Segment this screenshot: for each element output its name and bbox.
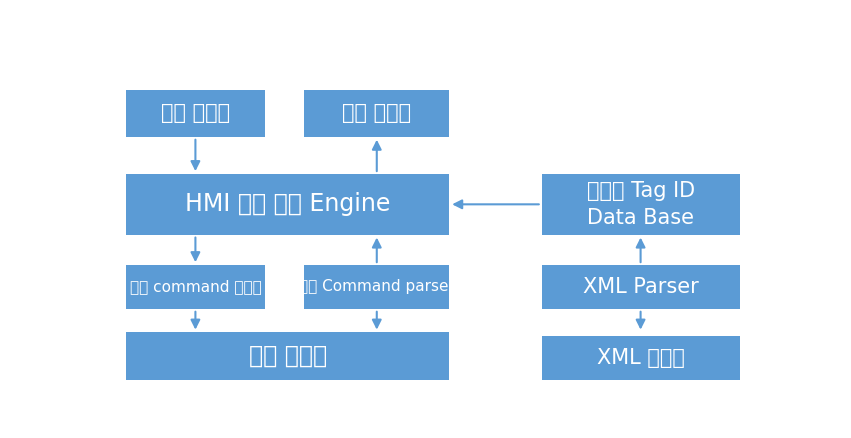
FancyBboxPatch shape xyxy=(541,336,740,380)
FancyBboxPatch shape xyxy=(126,265,265,309)
Text: 실시간 Tag ID
Data Base: 실시간 Tag ID Data Base xyxy=(586,181,694,227)
FancyBboxPatch shape xyxy=(304,265,449,309)
FancyBboxPatch shape xyxy=(541,265,740,309)
FancyArrowPatch shape xyxy=(191,140,199,169)
Text: 입력 command 생성기: 입력 command 생성기 xyxy=(129,279,261,294)
FancyArrowPatch shape xyxy=(373,312,380,327)
FancyArrowPatch shape xyxy=(637,240,644,262)
FancyArrowPatch shape xyxy=(191,312,199,327)
Text: 통신 처리부: 통신 처리부 xyxy=(248,344,327,368)
FancyArrowPatch shape xyxy=(373,240,380,262)
Text: 화면 표시부: 화면 표시부 xyxy=(342,103,411,123)
FancyBboxPatch shape xyxy=(126,174,449,235)
Text: XML 저장소: XML 저장소 xyxy=(597,348,684,368)
Text: XML Parser: XML Parser xyxy=(583,277,699,297)
FancyBboxPatch shape xyxy=(126,90,265,137)
FancyBboxPatch shape xyxy=(126,332,449,380)
FancyArrowPatch shape xyxy=(191,237,199,260)
Text: 입력 처리부: 입력 처리부 xyxy=(161,103,230,123)
Text: 화면 Command parser: 화면 Command parser xyxy=(299,279,454,294)
FancyArrowPatch shape xyxy=(373,142,380,171)
FancyBboxPatch shape xyxy=(541,174,740,235)
FancyArrowPatch shape xyxy=(454,201,539,208)
Text: HMI 통합 처리 Engine: HMI 통합 처리 Engine xyxy=(185,192,391,216)
FancyBboxPatch shape xyxy=(304,90,449,137)
FancyArrowPatch shape xyxy=(637,312,644,327)
